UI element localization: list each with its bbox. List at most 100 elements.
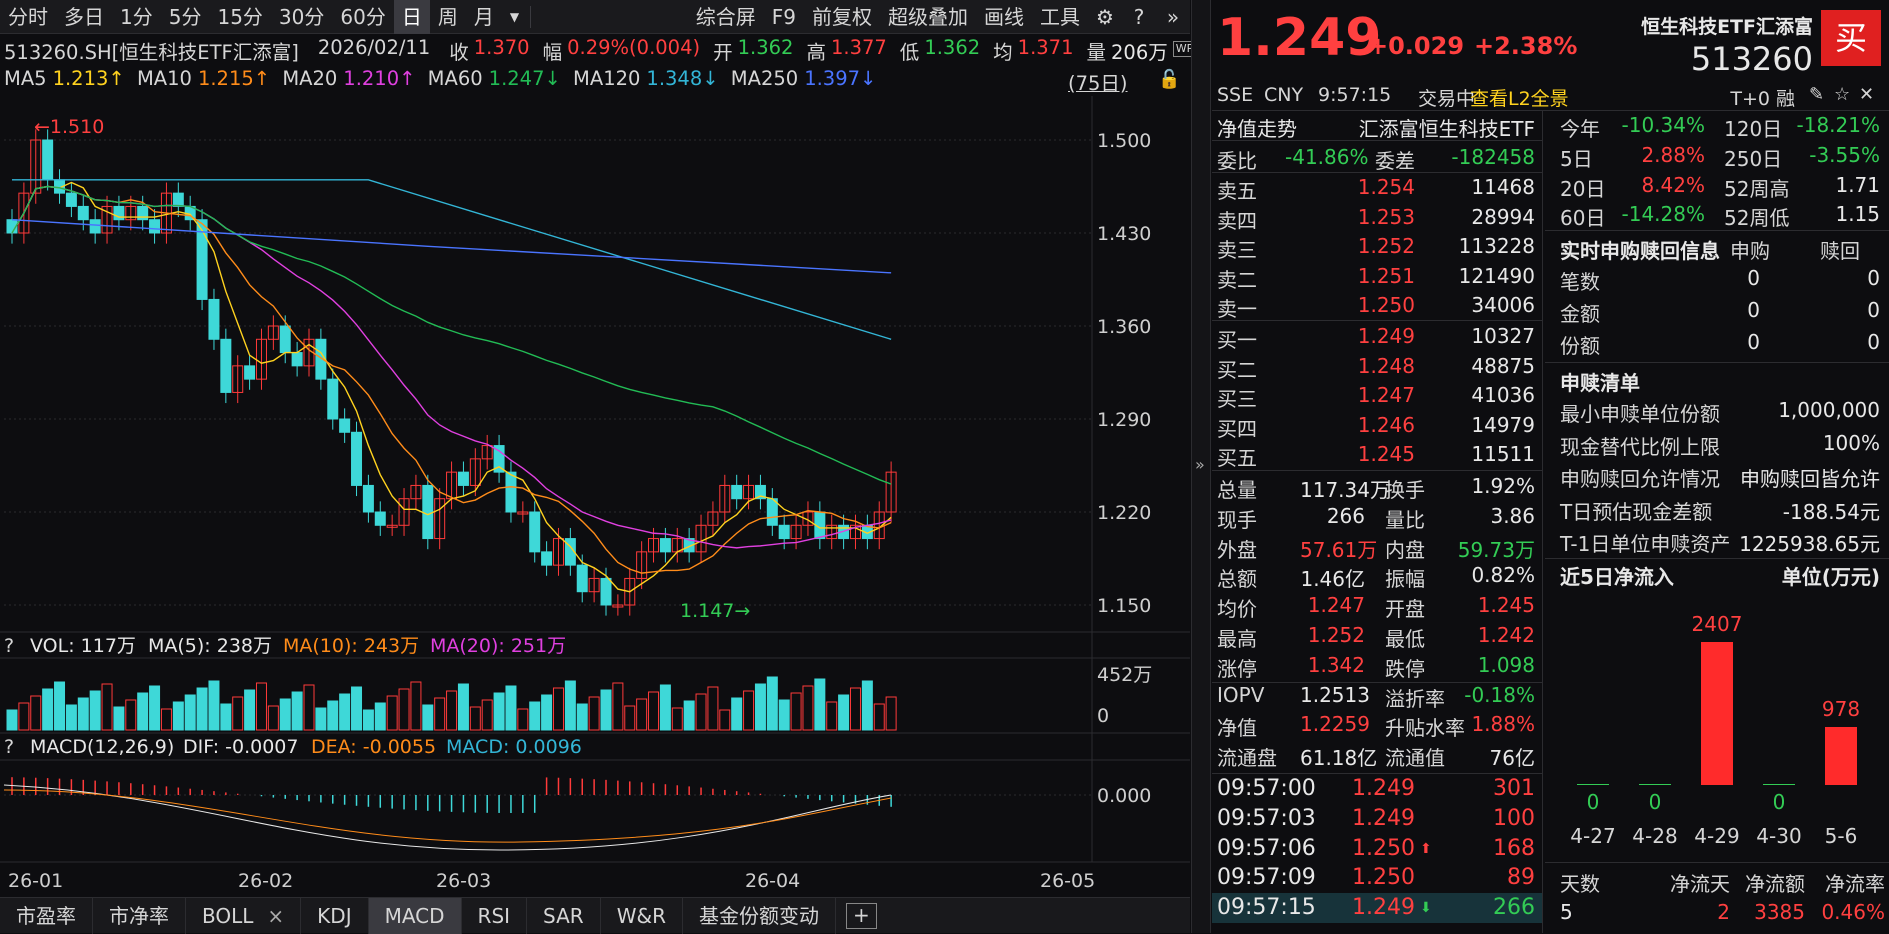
period-tab-9[interactable]: 月 [473, 4, 494, 29]
ask-price-2[interactable]: 1.252 [1357, 234, 1415, 258]
bid-price-2[interactable]: 1.247 [1357, 383, 1415, 407]
close-icon[interactable]: × [267, 904, 285, 928]
pencil-icon[interactable]: ✎ [1809, 84, 1825, 105]
bid-price-3[interactable]: 1.246 [1357, 412, 1415, 437]
nav-chart-link[interactable]: 净值走势 [1217, 117, 1297, 141]
candle-body[interactable] [707, 511, 719, 526]
candle-body[interactable] [731, 484, 743, 500]
candle-body[interactable] [719, 484, 731, 513]
indicator-tab-8[interactable]: 基金份额变动 [683, 898, 836, 934]
candle-body[interactable] [137, 205, 149, 221]
indicator-tab-3[interactable]: KDJ [301, 898, 369, 934]
period-tab-0[interactable]: 分时 [8, 4, 48, 29]
indicator-tab-2[interactable]: BOLL × [186, 898, 302, 934]
candle-body[interactable] [30, 139, 42, 194]
bid-price-4[interactable]: 1.245 [1357, 442, 1415, 466]
candle-body[interactable] [778, 524, 790, 540]
bid-price-0[interactable]: 1.249 [1357, 324, 1415, 348]
candle-body[interactable] [541, 551, 553, 566]
candle-body[interactable] [505, 471, 517, 513]
ask-price-1[interactable]: 1.253 [1357, 204, 1415, 229]
toolbar-btn-0[interactable]: 综合屏 [695, 4, 756, 29]
indicator-tab-4[interactable]: MACD [368, 898, 462, 934]
candle-body[interactable] [422, 484, 434, 540]
candle-body[interactable] [612, 604, 624, 608]
candle-body[interactable] [113, 205, 125, 221]
ask-price-3[interactable]: 1.251 [1357, 263, 1415, 288]
candle-body[interactable] [291, 352, 303, 367]
candle-body[interactable] [648, 538, 660, 553]
candle-body[interactable] [410, 484, 422, 500]
candle-body[interactable] [457, 471, 469, 486]
indicator-tab-7[interactable]: W&R [601, 898, 683, 934]
candle-body[interactable] [101, 205, 113, 234]
candle-body[interactable] [493, 445, 505, 473]
candle-body[interactable] [434, 498, 446, 540]
period-tab-7[interactable]: 日 [393, 0, 430, 34]
candle-body[interactable] [659, 538, 671, 553]
candle-body[interactable] [244, 365, 256, 380]
add-tab-button[interactable]: + [845, 903, 877, 929]
candle-body[interactable] [339, 418, 351, 433]
candle-body[interactable] [636, 551, 648, 579]
star-icon[interactable]: ☆ [1834, 84, 1851, 105]
lock-icon[interactable]: 🔓 [1158, 69, 1181, 90]
toolbar-btn-3[interactable]: 超级叠加 [888, 4, 968, 29]
toolbar-btn-5[interactable]: 工具 [1040, 4, 1080, 29]
candle-body[interactable] [588, 577, 600, 593]
candle-body[interactable] [564, 538, 576, 566]
help-icon[interactable]: ? [1133, 4, 1145, 29]
candle-body[interactable] [576, 564, 588, 593]
ask-price-0[interactable]: 1.254 [1357, 175, 1415, 199]
candle-body[interactable] [374, 511, 386, 526]
candle-body[interactable] [172, 192, 184, 207]
candle-body[interactable] [743, 484, 755, 500]
period-selector[interactable]: (75日) [1068, 72, 1128, 95]
candle-body[interactable] [149, 219, 161, 234]
candle-body[interactable] [885, 471, 897, 513]
indicator-tab-5[interactable]: RSI [462, 898, 528, 934]
candle-body[interactable] [517, 511, 529, 515]
candle-body[interactable] [754, 484, 766, 500]
candle-body[interactable] [600, 577, 612, 606]
gear-icon[interactable]: ⚙ [1096, 4, 1114, 29]
candle-body[interactable] [624, 577, 636, 606]
period-tab-8[interactable]: 周 [437, 4, 458, 29]
toolbar-btn-2[interactable]: 前复权 [812, 4, 872, 29]
expand-icon[interactable]: » [1166, 4, 1180, 29]
candle-body[interactable] [220, 338, 232, 393]
candle-body[interactable] [469, 458, 481, 486]
l2-link[interactable]: 查看L2全景 [1470, 88, 1569, 110]
candle-body[interactable] [386, 524, 398, 528]
period-more-icon[interactable]: ▼ [509, 9, 520, 24]
bid-price-1[interactable]: 1.248 [1357, 353, 1415, 378]
period-tab-2[interactable]: 1分 [120, 4, 153, 29]
candle-body[interactable] [208, 298, 220, 340]
toolbar-btn-4[interactable]: 画线 [984, 4, 1024, 29]
period-tab-4[interactable]: 15分 [217, 4, 263, 29]
indicator-tab-1[interactable]: 市净率 [93, 898, 186, 934]
panel-collapse-handle[interactable]: » [1191, 0, 1211, 933]
indicator-tab-6[interactable]: SAR [527, 898, 601, 934]
ask-price-4[interactable]: 1.250 [1357, 293, 1415, 317]
candle-body[interactable] [42, 139, 54, 181]
candle-body[interactable] [529, 511, 541, 553]
period-tab-6[interactable]: 60分 [340, 4, 386, 29]
share-icon[interactable]: ✕ [1859, 84, 1875, 105]
period-tab-3[interactable]: 5分 [168, 4, 202, 29]
candle-body[interactable] [481, 445, 493, 460]
candle-body[interactable] [65, 192, 77, 207]
indicator-tab-0[interactable]: 市盈率 [0, 898, 93, 934]
candle-body[interactable] [351, 431, 363, 486]
candle-body[interactable] [398, 498, 410, 526]
candle-body[interactable] [125, 205, 137, 221]
period-tab-1[interactable]: 多日 [64, 4, 104, 29]
candle-body[interactable] [77, 205, 89, 221]
candle-body[interactable] [802, 511, 814, 526]
candle-body[interactable] [279, 325, 291, 354]
candle-body[interactable] [790, 524, 802, 540]
candle-body[interactable] [849, 524, 861, 540]
candle-body[interactable] [89, 219, 101, 234]
candle-body[interactable] [552, 538, 564, 566]
candle-body[interactable] [327, 378, 339, 420]
